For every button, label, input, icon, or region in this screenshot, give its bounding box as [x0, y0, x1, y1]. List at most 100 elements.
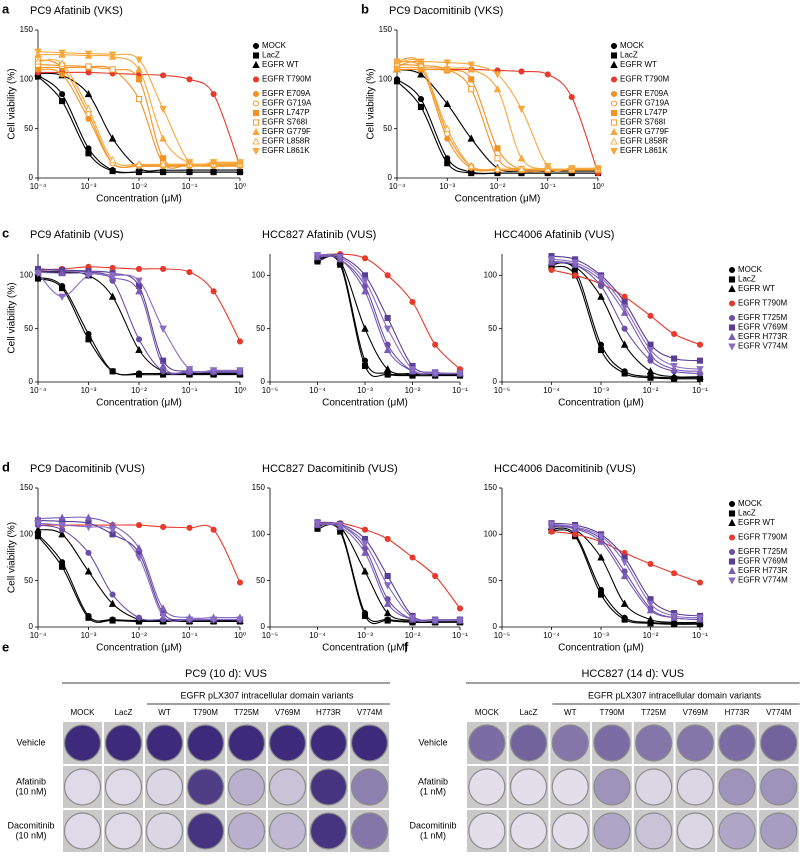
well: [186, 768, 225, 806]
point: [209, 616, 218, 624]
point: [647, 312, 654, 319]
row-label: (10 nM): [15, 830, 46, 840]
well: [104, 768, 143, 806]
point: [571, 259, 579, 267]
legend-label: LacZ: [620, 51, 638, 60]
point: [361, 324, 369, 332]
point: [135, 56, 143, 64]
point: [384, 371, 391, 378]
well: [676, 768, 714, 806]
point: [443, 59, 451, 67]
column-label: V774M: [766, 708, 792, 717]
x-axis-label: Concentration (μM): [96, 643, 182, 654]
y-tick-label: 0: [388, 173, 393, 182]
point: [236, 338, 244, 345]
legend-symbol: [610, 109, 618, 117]
plate-title: HCC827 (14 d): VUS: [581, 668, 684, 680]
point: [647, 341, 654, 348]
point: [409, 554, 416, 561]
legend-label: EGFR H773R: [738, 566, 788, 575]
point: [571, 523, 579, 532]
point: [236, 579, 244, 586]
point: [620, 571, 629, 580]
point: [467, 61, 475, 69]
fit-curve: [37, 524, 240, 621]
well: [760, 768, 798, 806]
y-tick-label: 0: [29, 377, 34, 386]
point: [383, 582, 392, 590]
fit-curve: [37, 519, 240, 621]
point: [517, 154, 526, 162]
point: [383, 608, 392, 617]
well: [309, 724, 348, 762]
x-tick-label: 10⁻¹: [182, 182, 198, 191]
y-tick-label: 150: [484, 483, 498, 492]
legend-symbol: [728, 276, 736, 283]
chart-title: HCC4006 Dacomitinib (VUS): [494, 463, 636, 475]
x-tick-label: 10⁻⁵: [262, 631, 278, 640]
point: [160, 368, 167, 375]
point: [210, 288, 217, 295]
legend-symbol: [610, 42, 618, 50]
y-axis-label: Cell viability (%): [7, 282, 18, 353]
legend-label: LacZ: [738, 275, 756, 284]
point: [361, 362, 369, 370]
y-tick-label: 50: [383, 124, 392, 133]
point: [432, 341, 439, 348]
legend-symbol: [252, 119, 260, 126]
point: [456, 617, 464, 625]
y-tick-label: 100: [252, 529, 266, 538]
point: [647, 560, 654, 568]
well: [227, 724, 266, 762]
legend-label: EGFR L747P: [620, 108, 668, 117]
point: [135, 614, 143, 621]
point: [567, 165, 576, 173]
point: [548, 266, 555, 274]
legend-symbol: [728, 534, 736, 541]
y-tick-label: 0: [493, 377, 498, 386]
x-tick-label: 10⁻⁵: [494, 386, 510, 395]
point: [696, 341, 704, 348]
column-label: T790M: [193, 708, 218, 717]
fit-curve: [38, 71, 241, 167]
legend-symbol: [610, 76, 618, 83]
point: [597, 292, 605, 300]
well: [468, 724, 506, 762]
point: [671, 570, 678, 577]
point: [547, 521, 556, 529]
x-axis-label: Concentration (μM): [558, 398, 644, 409]
legend-label: EGFR WT: [620, 60, 657, 69]
legend-symbol: [610, 100, 618, 107]
legend-label: MOCK: [738, 265, 763, 274]
point: [620, 340, 629, 348]
point: [160, 523, 167, 530]
row-label: (10 nM): [15, 786, 46, 796]
point: [468, 86, 475, 93]
x-tick-label: 10⁻³: [439, 182, 455, 191]
y-tick-label: 50: [256, 324, 265, 333]
point: [646, 351, 655, 359]
row-label: Afatinib: [418, 776, 448, 786]
legend-symbol: [728, 548, 736, 556]
fit-curve: [551, 261, 701, 372]
legend-symbol: [610, 52, 618, 59]
x-tick-label: 10⁻⁴: [309, 386, 326, 395]
y-tick-label: 100: [379, 74, 393, 83]
point: [547, 256, 556, 264]
chart-title: HCC4006 Afatinib (VUS): [494, 229, 614, 241]
x-tick-label: 10⁻³: [81, 386, 97, 395]
point: [468, 170, 475, 177]
panel-letter: f: [404, 639, 409, 654]
y-tick-label: 100: [20, 74, 34, 83]
well: [509, 768, 548, 806]
point: [456, 605, 464, 612]
group-label: EGFR pLX307 intracellular domain variant…: [180, 690, 354, 700]
x-tick-label: 10⁻²: [643, 631, 659, 640]
well: [676, 812, 714, 850]
point: [85, 63, 92, 70]
point: [621, 616, 628, 623]
well: [635, 724, 673, 762]
legend-label: EGFR L747P: [262, 108, 310, 117]
point: [383, 365, 392, 373]
well: [350, 768, 389, 806]
